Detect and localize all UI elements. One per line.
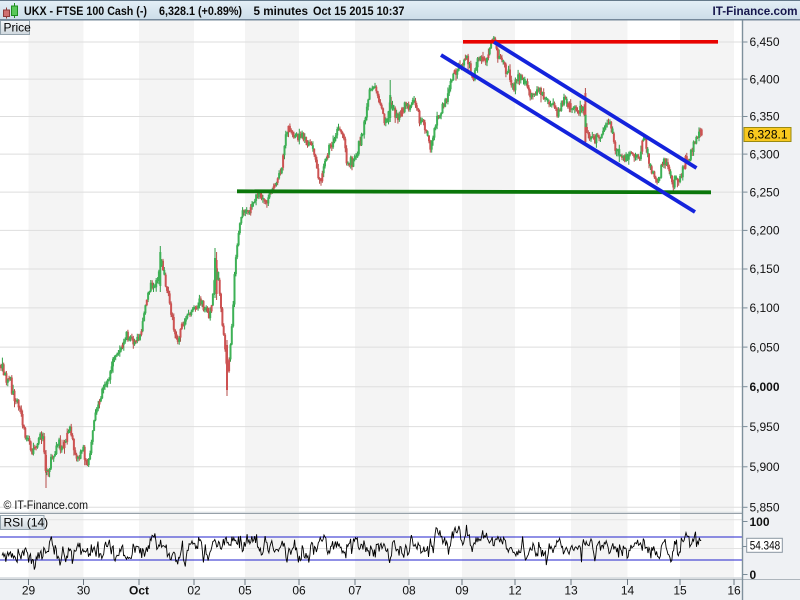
svg-text:6,000: 6,000 xyxy=(750,380,780,394)
svg-text:RSI (14): RSI (14) xyxy=(4,516,49,530)
svg-text:UKX - FTSE 100 Cash (-): UKX - FTSE 100 Cash (-) xyxy=(24,4,147,18)
svg-text:30: 30 xyxy=(77,584,91,598)
svg-text:Oct: Oct xyxy=(129,584,149,598)
svg-text:6,400: 6,400 xyxy=(750,72,780,86)
svg-text:6,150: 6,150 xyxy=(750,262,780,276)
svg-text:Price: Price xyxy=(4,21,32,35)
svg-text:06: 06 xyxy=(292,584,306,598)
svg-text:6,100: 6,100 xyxy=(750,301,780,315)
svg-text:29: 29 xyxy=(22,584,36,598)
svg-text:5,900: 5,900 xyxy=(750,460,780,474)
svg-text:05: 05 xyxy=(238,584,252,598)
svg-text:© IT-Finance.com: © IT-Finance.com xyxy=(4,498,89,512)
svg-text:13: 13 xyxy=(564,584,578,598)
svg-text:6,328.1 (+0.89%): 6,328.1 (+0.89%) xyxy=(159,4,242,18)
svg-text:07: 07 xyxy=(348,584,362,598)
svg-text:100: 100 xyxy=(750,515,770,529)
svg-text:6,250: 6,250 xyxy=(750,185,780,199)
svg-text:5 minutes: 5 minutes xyxy=(254,4,309,18)
svg-text:IT-Finance.com: IT-Finance.com xyxy=(713,4,798,18)
svg-text:5,850: 5,850 xyxy=(750,501,780,515)
svg-text:6,050: 6,050 xyxy=(750,340,780,354)
svg-text:09: 09 xyxy=(455,584,469,598)
svg-text:02: 02 xyxy=(187,584,201,598)
svg-text:6,450: 6,450 xyxy=(750,35,780,49)
svg-text:5,950: 5,950 xyxy=(750,420,780,434)
svg-text:Oct 15 2015 10:37: Oct 15 2015 10:37 xyxy=(313,4,405,18)
svg-text:15: 15 xyxy=(673,584,687,598)
svg-text:6,350: 6,350 xyxy=(750,110,780,124)
svg-text:6,300: 6,300 xyxy=(750,147,780,161)
svg-text:6,328.1: 6,328.1 xyxy=(748,128,788,142)
svg-text:0: 0 xyxy=(750,568,757,582)
svg-text:6,200: 6,200 xyxy=(750,224,780,238)
svg-text:54.348: 54.348 xyxy=(750,541,781,553)
svg-text:08: 08 xyxy=(402,584,416,598)
svg-text:12: 12 xyxy=(508,584,522,598)
svg-text:16: 16 xyxy=(727,584,741,598)
svg-text:14: 14 xyxy=(621,584,635,598)
